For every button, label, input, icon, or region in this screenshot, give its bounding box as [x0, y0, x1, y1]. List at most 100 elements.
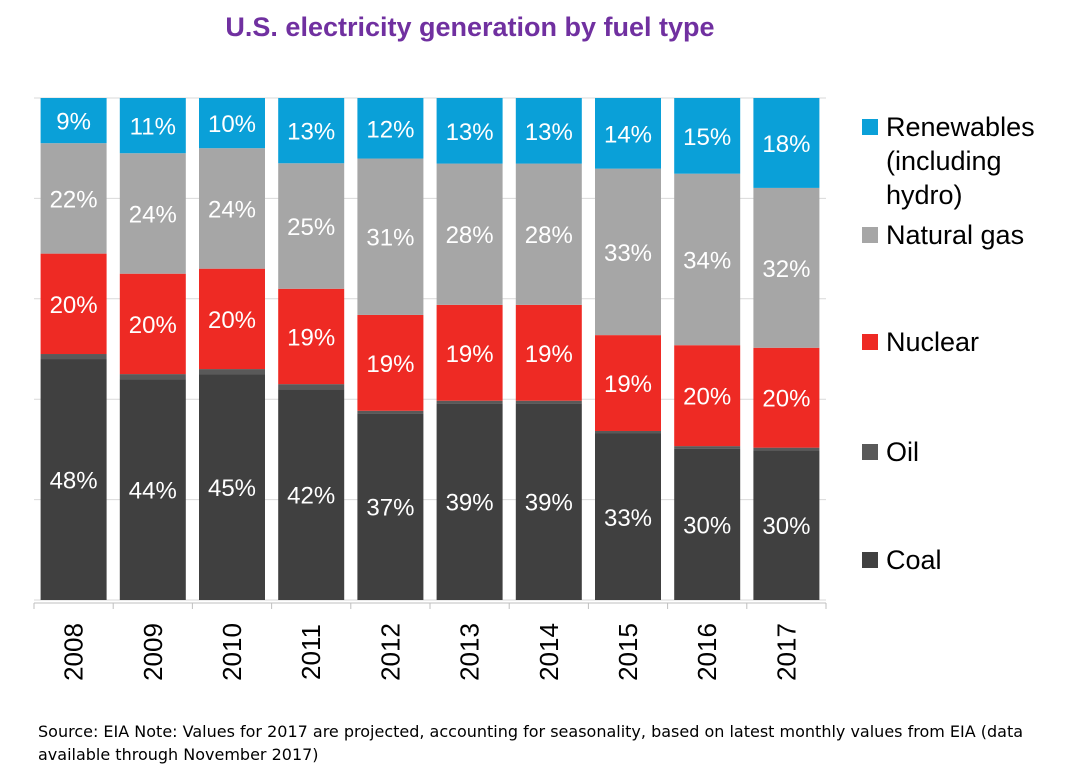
- data-label-renewables-2012: 12%: [366, 116, 414, 143]
- x-tick-label-2011: 2011: [296, 624, 326, 680]
- bar-coal-2008: [40, 359, 107, 600]
- bar-nuclear-2012: [357, 314, 424, 411]
- legend-item-renewables: Renewables (including hydro): [862, 110, 1056, 212]
- x-tick-label-2013: 2013: [455, 623, 485, 681]
- data-label-nuclear-2014: 19%: [525, 341, 573, 368]
- data-label-gas-2015: 33%: [604, 240, 652, 267]
- legend-swatch-renewables: [862, 119, 878, 135]
- bar-coal-2016: [674, 448, 741, 600]
- bar-gas-2013: [436, 163, 503, 305]
- bar-oil-2011: [278, 384, 345, 390]
- bar-renewables-2014: [515, 98, 582, 164]
- data-label-renewables-2017: 18%: [762, 131, 810, 158]
- bar-nuclear-2008: [40, 253, 107, 355]
- bar-nuclear-2013: [436, 304, 503, 401]
- x-tick-label-2012: 2012: [375, 623, 405, 681]
- data-label-coal-2012: 37%: [366, 495, 414, 522]
- data-label-gas-2014: 28%: [525, 222, 573, 249]
- bar-oil-2009: [119, 374, 186, 380]
- bar-oil-2013: [436, 400, 503, 404]
- bar-gas-2016: [674, 173, 741, 346]
- data-label-nuclear-2010: 20%: [208, 307, 256, 334]
- data-label-nuclear-2013: 19%: [446, 341, 494, 368]
- legend-swatch-gas: [862, 227, 878, 243]
- legend-label-coal: Coal: [886, 545, 942, 575]
- legend-swatch-nuclear: [862, 334, 878, 350]
- x-tick-label-2015: 2015: [613, 623, 643, 681]
- bar-coal-2010: [199, 374, 265, 600]
- bar-renewables-2017: [753, 98, 820, 188]
- bar-gas-2010: [199, 148, 265, 269]
- bar-coal-2012: [357, 413, 424, 600]
- data-label-nuclear-2011: 19%: [287, 324, 335, 351]
- data-label-coal-2009: 44%: [129, 478, 177, 505]
- data-label-nuclear-2016: 20%: [683, 384, 731, 411]
- bar-oil-2014: [515, 400, 582, 404]
- legend-label-renewables: Renewables (including hydro): [886, 112, 1035, 210]
- data-label-coal-2008: 48%: [50, 468, 98, 495]
- data-label-gas-2012: 31%: [366, 225, 414, 252]
- bar-renewables-2012: [357, 98, 424, 159]
- x-tick-label-2010: 2010: [217, 623, 247, 681]
- legend-item-gas: Natural gas: [862, 218, 1056, 252]
- x-tick-label-2016: 2016: [692, 623, 722, 681]
- legend-label-oil: Oil: [886, 437, 919, 467]
- data-label-renewables-2015: 14%: [604, 121, 652, 148]
- bar-nuclear-2009: [119, 273, 186, 375]
- data-label-renewables-2014: 13%: [525, 119, 573, 146]
- data-label-gas-2013: 28%: [446, 222, 494, 249]
- bar-nuclear-2017: [753, 347, 820, 448]
- data-label-renewables-2010: 10%: [208, 111, 256, 138]
- data-label-renewables-2011: 13%: [287, 119, 335, 146]
- bar-nuclear-2011: [278, 288, 345, 385]
- data-label-nuclear-2008: 20%: [50, 292, 98, 319]
- bar-coal-2014: [515, 403, 582, 600]
- data-label-coal-2017: 30%: [762, 513, 810, 540]
- x-tick-label-2009: 2009: [138, 623, 168, 681]
- legend-item-oil: Oil: [862, 435, 1056, 469]
- legend-label-gas: Natural gas: [886, 220, 1025, 250]
- bar-coal-2013: [436, 403, 503, 600]
- bar-oil-2008: [40, 354, 107, 360]
- bar-coal-2017: [753, 450, 820, 600]
- bar-renewables-2009: [119, 98, 186, 154]
- legend-label-nuclear: Nuclear: [886, 327, 980, 357]
- bar-nuclear-2015: [595, 335, 661, 431]
- data-label-coal-2016: 30%: [683, 512, 731, 539]
- bar-nuclear-2016: [674, 345, 741, 447]
- data-label-nuclear-2009: 20%: [129, 312, 177, 339]
- bar-oil-2017: [753, 447, 820, 451]
- data-label-gas-2011: 25%: [287, 214, 335, 241]
- bar-coal-2009: [119, 379, 186, 600]
- bar-gas-2008: [40, 143, 107, 254]
- data-label-nuclear-2017: 20%: [762, 386, 810, 413]
- x-tick-label-2008: 2008: [59, 623, 89, 681]
- data-label-renewables-2009: 11%: [130, 114, 176, 141]
- data-label-gas-2009: 24%: [129, 201, 177, 228]
- data-label-gas-2016: 34%: [683, 247, 731, 274]
- data-label-renewables-2013: 13%: [446, 119, 494, 146]
- bar-gas-2014: [515, 163, 582, 305]
- x-tick-label-2014: 2014: [534, 623, 564, 681]
- chart-title: U.S. electricity generation by fuel type: [225, 12, 715, 42]
- bar-gas-2017: [753, 187, 820, 348]
- bar-gas-2011: [278, 163, 345, 289]
- legend-swatch-oil: [862, 444, 878, 460]
- bar-coal-2015: [595, 433, 661, 600]
- bar-renewables-2008: [40, 98, 107, 144]
- bar-renewables-2013: [436, 98, 503, 164]
- bar-oil-2015: [595, 430, 661, 434]
- bar-nuclear-2014: [515, 304, 582, 401]
- bar-renewables-2015: [595, 98, 661, 169]
- data-label-gas-2010: 24%: [208, 196, 256, 223]
- data-label-coal-2013: 39%: [446, 490, 494, 517]
- source-note: Source: EIA Note: Values for 2017 are pr…: [38, 722, 1024, 764]
- data-label-coal-2015: 33%: [604, 505, 652, 532]
- data-label-nuclear-2015: 19%: [604, 371, 652, 398]
- data-label-gas-2017: 32%: [762, 256, 810, 283]
- legend-swatch-coal: [862, 552, 878, 568]
- bar-renewables-2010: [199, 98, 265, 149]
- bar-oil-2012: [357, 410, 424, 414]
- bar-gas-2012: [357, 158, 424, 315]
- data-label-renewables-2016: 15%: [683, 124, 731, 151]
